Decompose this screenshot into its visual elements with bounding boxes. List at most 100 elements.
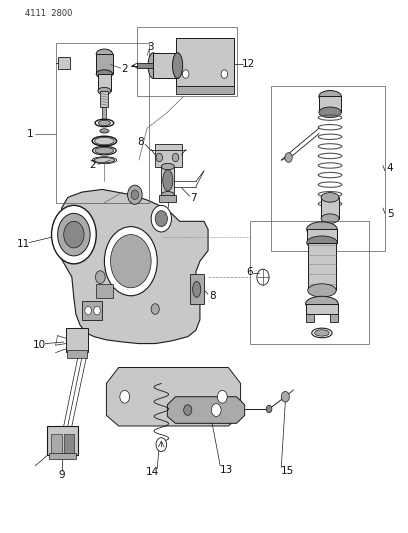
Circle shape xyxy=(85,306,91,315)
Text: 13: 13 xyxy=(220,465,233,475)
Circle shape xyxy=(58,213,90,256)
Ellipse shape xyxy=(95,138,114,145)
Text: 12: 12 xyxy=(242,60,255,69)
Circle shape xyxy=(184,405,192,415)
Circle shape xyxy=(182,70,189,78)
Circle shape xyxy=(104,227,157,296)
Circle shape xyxy=(151,205,171,232)
Circle shape xyxy=(94,306,100,315)
Circle shape xyxy=(221,70,228,78)
Circle shape xyxy=(151,304,159,314)
Bar xyxy=(100,91,109,107)
Text: 8: 8 xyxy=(209,290,215,301)
Text: 7: 7 xyxy=(191,193,197,204)
Ellipse shape xyxy=(96,49,113,59)
Bar xyxy=(153,53,177,78)
Circle shape xyxy=(120,390,130,403)
Circle shape xyxy=(156,438,166,451)
Bar xyxy=(64,434,74,453)
Bar xyxy=(96,54,113,74)
Text: 4: 4 xyxy=(387,163,394,173)
Ellipse shape xyxy=(173,53,183,78)
Bar xyxy=(137,63,153,68)
Bar xyxy=(102,107,106,119)
Ellipse shape xyxy=(96,70,113,78)
Ellipse shape xyxy=(92,157,117,164)
Ellipse shape xyxy=(148,53,158,78)
Ellipse shape xyxy=(161,191,174,198)
Ellipse shape xyxy=(94,158,115,163)
Circle shape xyxy=(281,391,289,402)
Ellipse shape xyxy=(306,296,338,311)
Bar xyxy=(190,274,204,304)
Bar xyxy=(55,43,149,203)
Text: 11: 11 xyxy=(17,239,30,248)
Ellipse shape xyxy=(95,148,114,154)
Bar xyxy=(319,96,341,112)
Ellipse shape xyxy=(312,328,332,338)
Circle shape xyxy=(156,154,162,162)
Ellipse shape xyxy=(307,222,337,237)
Ellipse shape xyxy=(307,236,337,249)
Circle shape xyxy=(211,403,221,416)
Bar xyxy=(137,27,237,96)
Circle shape xyxy=(217,390,227,403)
Bar xyxy=(155,144,182,166)
Ellipse shape xyxy=(98,120,111,126)
Circle shape xyxy=(257,269,269,285)
Ellipse shape xyxy=(319,107,341,118)
Circle shape xyxy=(111,235,151,288)
Ellipse shape xyxy=(100,129,109,133)
Bar xyxy=(161,166,174,195)
Polygon shape xyxy=(58,189,208,344)
Bar xyxy=(96,284,113,298)
Text: 2: 2 xyxy=(89,160,96,171)
Ellipse shape xyxy=(161,164,174,169)
Ellipse shape xyxy=(95,119,114,127)
Bar xyxy=(271,86,385,251)
Text: 5: 5 xyxy=(387,209,394,220)
Polygon shape xyxy=(175,38,235,86)
Text: 3: 3 xyxy=(147,42,154,52)
Text: 14: 14 xyxy=(145,467,159,477)
Circle shape xyxy=(51,205,96,264)
Bar xyxy=(307,229,337,243)
Ellipse shape xyxy=(193,281,201,297)
Ellipse shape xyxy=(321,192,339,202)
Bar xyxy=(67,350,87,358)
Circle shape xyxy=(172,154,179,162)
Bar xyxy=(306,304,338,314)
Circle shape xyxy=(128,185,142,204)
Text: 2: 2 xyxy=(122,64,128,74)
Polygon shape xyxy=(167,397,245,423)
Bar xyxy=(321,197,339,219)
Circle shape xyxy=(64,221,84,248)
Text: 10: 10 xyxy=(33,340,46,350)
Text: 6: 6 xyxy=(246,268,253,277)
Bar xyxy=(66,328,88,352)
Ellipse shape xyxy=(93,147,116,155)
Text: 15: 15 xyxy=(281,466,294,476)
Text: 1: 1 xyxy=(27,128,34,139)
Circle shape xyxy=(266,405,272,413)
Text: 9: 9 xyxy=(58,470,65,480)
Ellipse shape xyxy=(319,91,341,102)
Bar xyxy=(49,453,76,459)
Bar xyxy=(82,301,102,320)
Polygon shape xyxy=(106,368,241,426)
Ellipse shape xyxy=(98,87,111,95)
Bar xyxy=(159,195,176,201)
Bar xyxy=(330,314,338,322)
Text: 8: 8 xyxy=(137,136,144,147)
Ellipse shape xyxy=(308,284,336,297)
Bar xyxy=(51,434,62,453)
Bar xyxy=(250,221,370,344)
Circle shape xyxy=(95,271,105,284)
Bar xyxy=(98,74,111,91)
Ellipse shape xyxy=(92,136,117,146)
Bar xyxy=(306,314,314,322)
Text: 4111  2800: 4111 2800 xyxy=(25,10,73,19)
Circle shape xyxy=(285,153,292,163)
Bar xyxy=(175,86,235,94)
Ellipse shape xyxy=(315,330,329,336)
